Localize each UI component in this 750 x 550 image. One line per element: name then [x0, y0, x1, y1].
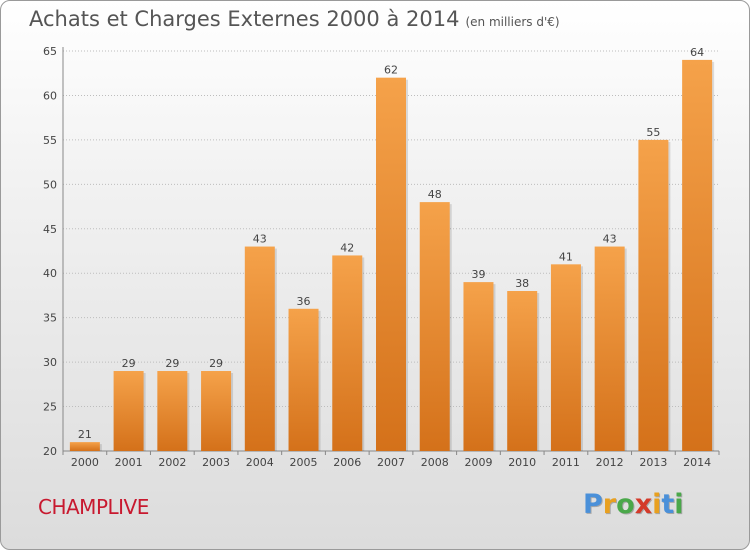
- proxiti-logo[interactable]: Proxiti: [583, 489, 684, 520]
- bar-2009[interactable]: [463, 282, 493, 451]
- x-tick-label: 2007: [377, 456, 405, 469]
- bar-2014[interactable]: [682, 60, 712, 451]
- chart-frame: Achats et Charges Externes 2000 à 2014 (e…: [0, 0, 750, 550]
- bar-value-label: 48: [428, 188, 442, 201]
- x-tick-label: 2006: [333, 456, 361, 469]
- bar-2004[interactable]: [245, 247, 275, 451]
- x-tick-label: 2004: [246, 456, 274, 469]
- bar-value-label: 43: [603, 233, 617, 246]
- y-tick-label: 65: [43, 45, 57, 58]
- bar-value-label: 42: [340, 241, 354, 254]
- logo-letter: x: [635, 489, 652, 520]
- logo-letter: o: [616, 489, 635, 520]
- y-tick-label: 40: [43, 267, 57, 280]
- y-tick-label: 45: [43, 223, 57, 236]
- x-tick-label: 2005: [290, 456, 318, 469]
- x-tick-label: 2010: [508, 456, 536, 469]
- bar-value-label: 29: [165, 357, 179, 370]
- logo-letter: P: [583, 489, 603, 520]
- y-tick-label: 35: [43, 312, 57, 325]
- y-tick-label: 60: [43, 89, 57, 102]
- x-tick-label: 2013: [639, 456, 667, 469]
- logo-letter: r: [603, 489, 616, 520]
- logo-letter: i: [674, 489, 683, 520]
- bar-layer: [70, 60, 714, 451]
- bar-2000[interactable]: [70, 442, 100, 451]
- x-tick-label: 2012: [596, 456, 624, 469]
- bar-value-label: 21: [78, 428, 92, 441]
- logo-letter: i: [652, 489, 661, 520]
- bar-2010[interactable]: [507, 291, 537, 451]
- city-name: CHAMPLIVE: [38, 495, 149, 519]
- y-tick-label: 25: [43, 401, 57, 414]
- bar-2002[interactable]: [157, 371, 187, 451]
- logo-letter: t: [661, 489, 674, 520]
- x-tick-label: 2003: [202, 456, 230, 469]
- bar-value-label: 29: [122, 357, 136, 370]
- bar-value-label: 62: [384, 64, 398, 77]
- bar-2005[interactable]: [289, 309, 319, 451]
- bar-value-label: 64: [690, 46, 704, 59]
- x-tick-label: 2011: [552, 456, 580, 469]
- bar-2006[interactable]: [332, 255, 362, 451]
- x-tick-label: 2008: [421, 456, 449, 469]
- y-tick-label: 20: [43, 445, 57, 458]
- bar-value-label: 39: [471, 268, 485, 281]
- bar-value-label: 36: [297, 295, 311, 308]
- bar-chart: 20 25 30 35 40 45 50 55 60 65 21 2000 29 2001 29 2002 29…: [1, 1, 749, 549]
- y-tick-label: 50: [43, 178, 57, 191]
- x-tick-label: 2009: [464, 456, 492, 469]
- x-tick-label: 2002: [158, 456, 186, 469]
- bar-2011[interactable]: [551, 264, 581, 451]
- bar-value-label: 38: [515, 277, 529, 290]
- bar-value-label: 55: [646, 126, 660, 139]
- y-tick-label: 30: [43, 356, 57, 369]
- bar-2001[interactable]: [114, 371, 144, 451]
- bar-2007[interactable]: [376, 78, 406, 451]
- x-tick-label: 2000: [71, 456, 99, 469]
- bar-value-label: 29: [209, 357, 223, 370]
- bar-2013[interactable]: [638, 140, 668, 451]
- bar-2012[interactable]: [595, 247, 625, 451]
- bar-2008[interactable]: [420, 202, 450, 451]
- bar-2003[interactable]: [201, 371, 231, 451]
- bar-value-label: 41: [559, 250, 573, 263]
- x-tick-label: 2014: [683, 456, 711, 469]
- x-tick-label: 2001: [115, 456, 143, 469]
- bar-value-label: 43: [253, 233, 267, 246]
- y-tick-label: 55: [43, 134, 57, 147]
